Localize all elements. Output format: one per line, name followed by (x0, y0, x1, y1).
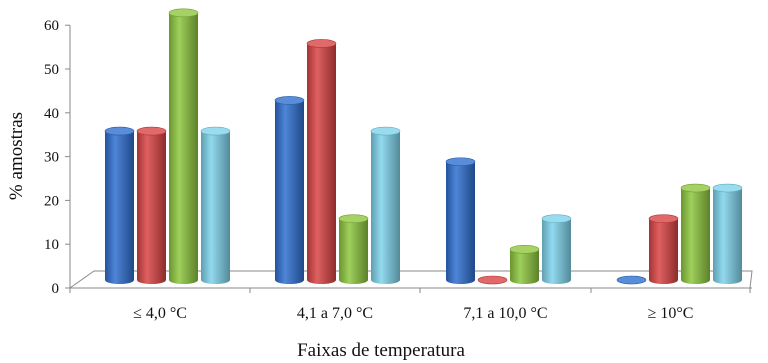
bar (680, 183, 711, 284)
bar-body (510, 249, 539, 284)
bar (712, 183, 743, 284)
bar (648, 214, 679, 284)
bar-top (445, 157, 476, 167)
bar (306, 39, 337, 285)
bar (477, 275, 508, 285)
bar-body (307, 43, 336, 285)
x-category-label: 4,1 a 7,0 °C (297, 305, 373, 322)
y-axis-title: % amostras (6, 112, 27, 200)
bar-top (200, 126, 231, 136)
bar (136, 126, 167, 284)
bar-body (649, 218, 678, 284)
y-tick-label: 0 (52, 281, 60, 297)
bar-body (201, 131, 230, 284)
chart-floor (68, 270, 753, 289)
bar-top (338, 214, 369, 223)
bar (445, 157, 476, 284)
bar-body (542, 218, 571, 284)
y-tick-label: 50 (44, 62, 59, 78)
bar-top (712, 183, 743, 193)
y-tick-label: 20 (44, 193, 59, 209)
bar-top (541, 214, 572, 223)
bar (200, 126, 231, 284)
bar-top (306, 39, 337, 48)
bar-body (105, 131, 134, 284)
category-labels: ≤ 4,0 °C 4,1 a 7,0 °C 7,1 a 10,0 °C ≥ 10°C (133, 305, 693, 322)
bar-top (104, 126, 135, 136)
bars (104, 8, 743, 285)
bar-body (339, 218, 368, 284)
bar (370, 126, 401, 284)
bar-top (274, 96, 305, 105)
y-tick-label: 60 (44, 18, 59, 34)
x-axis-title: Faixas de temperatura (297, 340, 465, 361)
bar-body (713, 188, 742, 284)
bar-top (648, 214, 679, 223)
bar-body (169, 12, 198, 284)
x-category-label: ≥ 10°C (648, 305, 694, 322)
x-category-label: 7,1 a 10,0 °C (463, 305, 547, 322)
bar (168, 8, 199, 284)
bar (338, 214, 369, 284)
bar-top (616, 275, 647, 285)
y-tick-label: 30 (44, 150, 59, 166)
bar-top (509, 245, 540, 254)
bar-top (680, 183, 711, 193)
x-category-label: ≤ 4,0 °C (133, 305, 187, 322)
bar (616, 275, 647, 285)
bar (104, 126, 135, 284)
y-tick-label: 40 (44, 106, 59, 122)
y-axis: 0 10 20 30 40 50 60 (44, 18, 751, 297)
bar-body (446, 161, 475, 284)
bar-body (275, 100, 304, 284)
bar (541, 214, 572, 284)
y-tick-label: 10 (44, 237, 59, 253)
bar-body (371, 131, 400, 284)
bar-top (168, 8, 199, 18)
bar-top (477, 275, 508, 285)
bar-top (370, 126, 401, 136)
bar-body (137, 131, 166, 284)
bar (274, 96, 305, 284)
bar (509, 245, 540, 284)
bar-body (681, 188, 710, 284)
bar-top (136, 126, 167, 136)
